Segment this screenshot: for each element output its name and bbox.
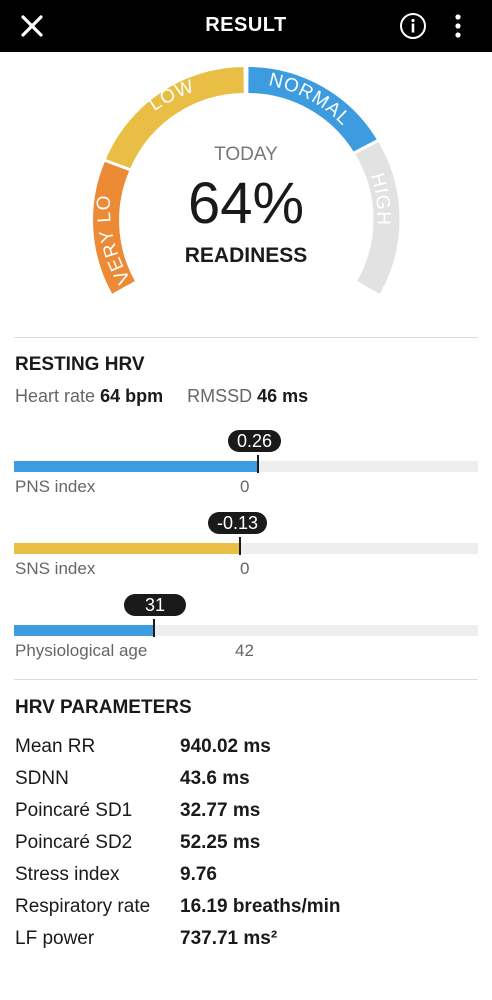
sns-index-reference: 0 xyxy=(240,559,250,578)
sns-index-bar xyxy=(14,543,478,554)
app-header: RESULT xyxy=(0,0,492,52)
physiological-age-bar xyxy=(14,625,478,636)
param-row-stress-index: Stress index 9.76 xyxy=(15,864,475,894)
sns-index-value: -0.13 xyxy=(208,512,268,534)
physiological-age-fill xyxy=(14,625,154,636)
gauge-arc: VERY LOW LOW NORMAL HIGH xyxy=(0,52,400,294)
rmssd-value: 46 ms xyxy=(257,386,309,406)
gauge-segment-high xyxy=(355,140,400,294)
readiness-label: READINESS xyxy=(184,244,308,267)
param-row-sd2: Poincaré SD2 52.25 ms xyxy=(15,832,475,862)
resting-hrv-title: RESTING HRV xyxy=(15,354,145,375)
param-row-sdnn: SDNN 43.6 ms xyxy=(15,768,475,798)
heart-rate-label: Heart rate xyxy=(15,386,96,406)
physiological-age-label: Physiological age xyxy=(15,641,148,660)
gauge-segment-normal xyxy=(248,67,378,155)
rmssd-label: RMSSD xyxy=(187,386,253,406)
readiness-gauge: VERY LOW LOW NORMAL HIGH TODAY 64% READI… xyxy=(0,52,492,312)
sns-index-fill xyxy=(14,543,240,554)
pns-index-reference: 0 xyxy=(240,477,250,496)
param-value: 16.19 breaths/min xyxy=(180,896,341,917)
param-value: 52.25 ms xyxy=(180,832,261,853)
resting-hrv-summary: Heart rate 64 bpm RMSSD 46 ms xyxy=(15,386,308,407)
physiological-age-marker xyxy=(153,619,155,637)
param-name: Poincaré SD1 xyxy=(15,800,133,821)
divider xyxy=(14,679,478,680)
param-name: LF power xyxy=(15,928,95,949)
param-value: 32.77 ms xyxy=(180,800,261,821)
param-name: SDNN xyxy=(15,768,69,789)
pns-index-value: 0.26 xyxy=(228,430,282,452)
param-value: 737.71 ms² xyxy=(180,928,278,949)
readiness-value: 64% xyxy=(187,171,305,236)
pns-index-marker xyxy=(257,455,259,473)
sns-index-label: SNS index xyxy=(15,559,96,578)
gauge-segment-very-low xyxy=(93,160,136,294)
pns-index-label: PNS index xyxy=(15,477,96,496)
param-row-respiratory-rate: Respiratory rate 16.19 breaths/min xyxy=(15,896,475,926)
param-row-sd1: Poincaré SD1 32.77 ms xyxy=(15,800,475,830)
heart-rate-value: 64 bpm xyxy=(100,386,164,406)
gauge-segment-low xyxy=(105,67,245,171)
divider xyxy=(14,337,478,338)
param-row-mean-rr: Mean RR 940.02 ms xyxy=(15,736,475,766)
more-vert-icon[interactable] xyxy=(446,12,470,40)
param-name: Stress index xyxy=(15,864,120,885)
close-icon[interactable] xyxy=(18,12,46,40)
physiological-age-value: 31 xyxy=(124,594,186,616)
pns-index-fill xyxy=(14,461,258,472)
param-value: 43.6 ms xyxy=(180,768,250,789)
pns-index-bar xyxy=(14,461,478,472)
page-title: RESULT xyxy=(205,14,287,36)
param-value: 9.76 xyxy=(180,864,217,885)
today-label: TODAY xyxy=(214,144,278,165)
sns-index-marker xyxy=(239,537,241,555)
info-icon[interactable] xyxy=(399,12,427,40)
param-row-lf-power: LF power 737.71 ms² xyxy=(15,928,475,958)
param-value: 940.02 ms xyxy=(180,736,271,757)
param-name: Respiratory rate xyxy=(15,896,151,917)
hrv-parameters-title: HRV PARAMETERS xyxy=(15,697,192,718)
physiological-age-reference: 42 xyxy=(235,641,254,660)
param-name: Mean RR xyxy=(15,736,96,757)
param-name: Poincaré SD2 xyxy=(15,832,133,853)
